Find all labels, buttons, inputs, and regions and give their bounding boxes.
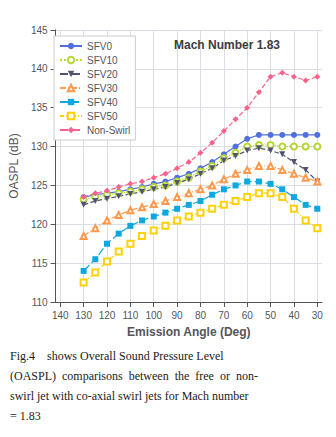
svg-text:40: 40 (288, 310, 300, 321)
svg-text:140: 140 (52, 310, 69, 321)
svg-text:SFV10: SFV10 (87, 55, 118, 66)
svg-text:70: 70 (218, 310, 230, 321)
svg-text:= 1.83: = 1.83 (10, 409, 41, 423)
svg-text:120: 120 (31, 219, 48, 230)
svg-text:SFV40: SFV40 (87, 97, 118, 108)
svg-text:120: 120 (99, 310, 116, 321)
svg-text:110: 110 (32, 297, 48, 308)
svg-text:SFV20: SFV20 (87, 69, 118, 80)
svg-text:30: 30 (312, 310, 324, 321)
svg-text:(OASPL) comparisons between: (OASPL) comparisons between the free or … (10, 369, 258, 383)
svg-text:125: 125 (31, 180, 48, 191)
svg-text:Non-Swirl: Non-Swirl (87, 125, 130, 136)
svg-text:140: 140 (31, 63, 48, 74)
svg-text:Emission Angle (Deg): Emission Angle (Deg) (127, 325, 251, 339)
svg-text:115: 115 (32, 258, 48, 269)
svg-text:swirl jet with co-axial swirl: swirl jet with co-axial swirl jets for M… (10, 389, 249, 403)
svg-text:OASPL (dB): OASPL (dB) (7, 133, 21, 199)
svg-text:90: 90 (172, 310, 184, 321)
svg-text:Fig.4 shows Overall Sound P: Fig.4 shows Overall Sound Pressure Level (10, 349, 224, 363)
svg-text:60: 60 (242, 310, 254, 321)
svg-text:145: 145 (31, 25, 48, 36)
svg-text:80: 80 (195, 310, 207, 321)
svg-text:110: 110 (122, 310, 138, 321)
svg-text:135: 135 (31, 102, 48, 113)
svg-text:SFV50: SFV50 (87, 111, 118, 122)
svg-text:130: 130 (75, 310, 92, 321)
svg-text:130: 130 (31, 141, 48, 152)
svg-text:50: 50 (265, 310, 277, 321)
svg-text:SFV0: SFV0 (87, 41, 112, 52)
svg-text:SFV30: SFV30 (87, 83, 118, 94)
svg-text:100: 100 (145, 310, 162, 321)
svg-text:Mach Number 1.83: Mach Number 1.83 (174, 38, 280, 52)
